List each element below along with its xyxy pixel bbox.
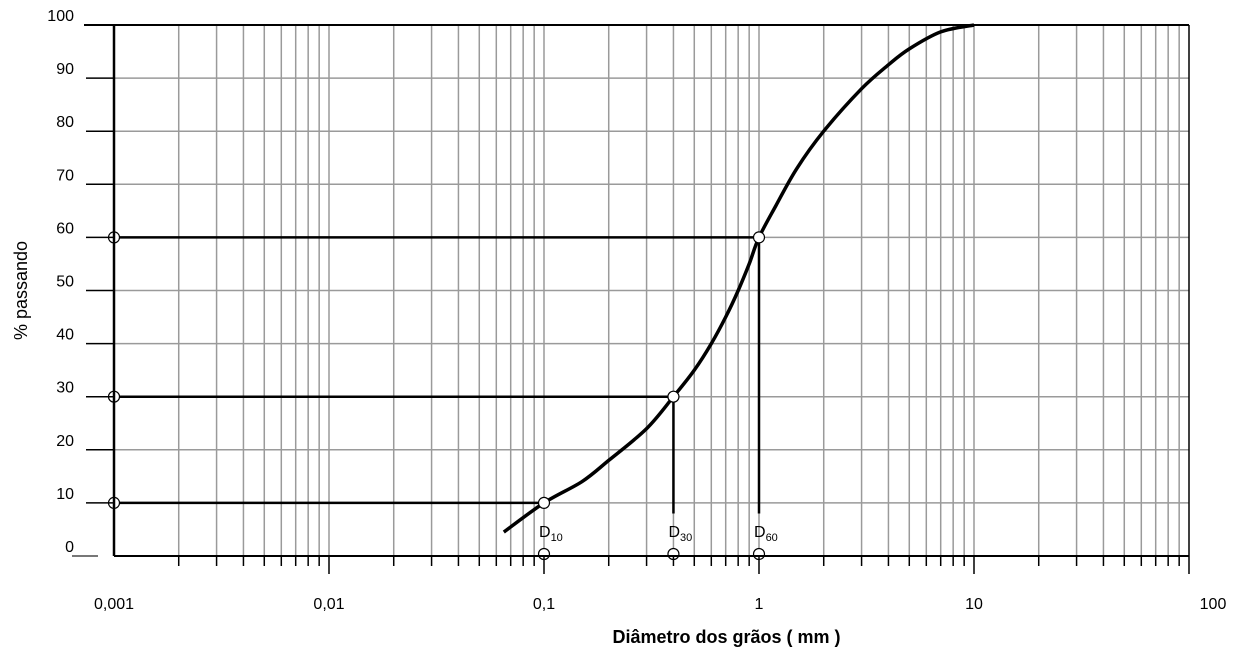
x-tick-label: 1 [755,596,764,613]
curve-marker [752,231,766,244]
y-tick-label: 20 [56,433,74,450]
y-tick-label: 0 [65,539,74,556]
x-tick-label: 10 [965,596,983,613]
curve-marker [537,496,551,509]
y-tick-label: 70 [56,167,74,184]
y-tick-label: 80 [56,114,74,131]
grid [114,25,1189,556]
y-tick-label: 40 [56,327,74,344]
d-label-subscript: 30 [680,532,692,544]
y-tick-label: 30 [56,380,74,397]
y-tick-label: 10 [56,486,74,503]
guide-lines [114,236,761,514]
labels: 0 10 20 30 40 50 60 70 80 90 100 0,001 0,01 0,1 1 10 100… [47,8,1226,613]
d-label: D60 [754,524,778,544]
y-tick-label: 50 [56,274,74,291]
d-label-subscript: 10 [551,532,563,544]
curve-marker [667,390,680,403]
d-label: D10 [539,524,563,544]
d-label: D30 [668,524,692,544]
series-layer [502,23,975,534]
x-axis-title: Diâmetro dos grãos ( mm ) [612,627,840,647]
x-tick-label: 0,01 [313,596,344,613]
y-tick-label: 100 [47,8,74,25]
x-tick-label: 0,001 [94,596,134,613]
d-label-subscript: 60 [766,532,778,544]
y-tick-label: 90 [56,61,74,78]
x-tick-label: 0,1 [533,596,555,613]
x-tick-label: 100 [1200,596,1227,613]
y-axis-title: % passando [11,241,31,340]
axes [72,24,1190,574]
grading-curve [502,23,975,534]
y-tick-label: 60 [56,220,74,237]
